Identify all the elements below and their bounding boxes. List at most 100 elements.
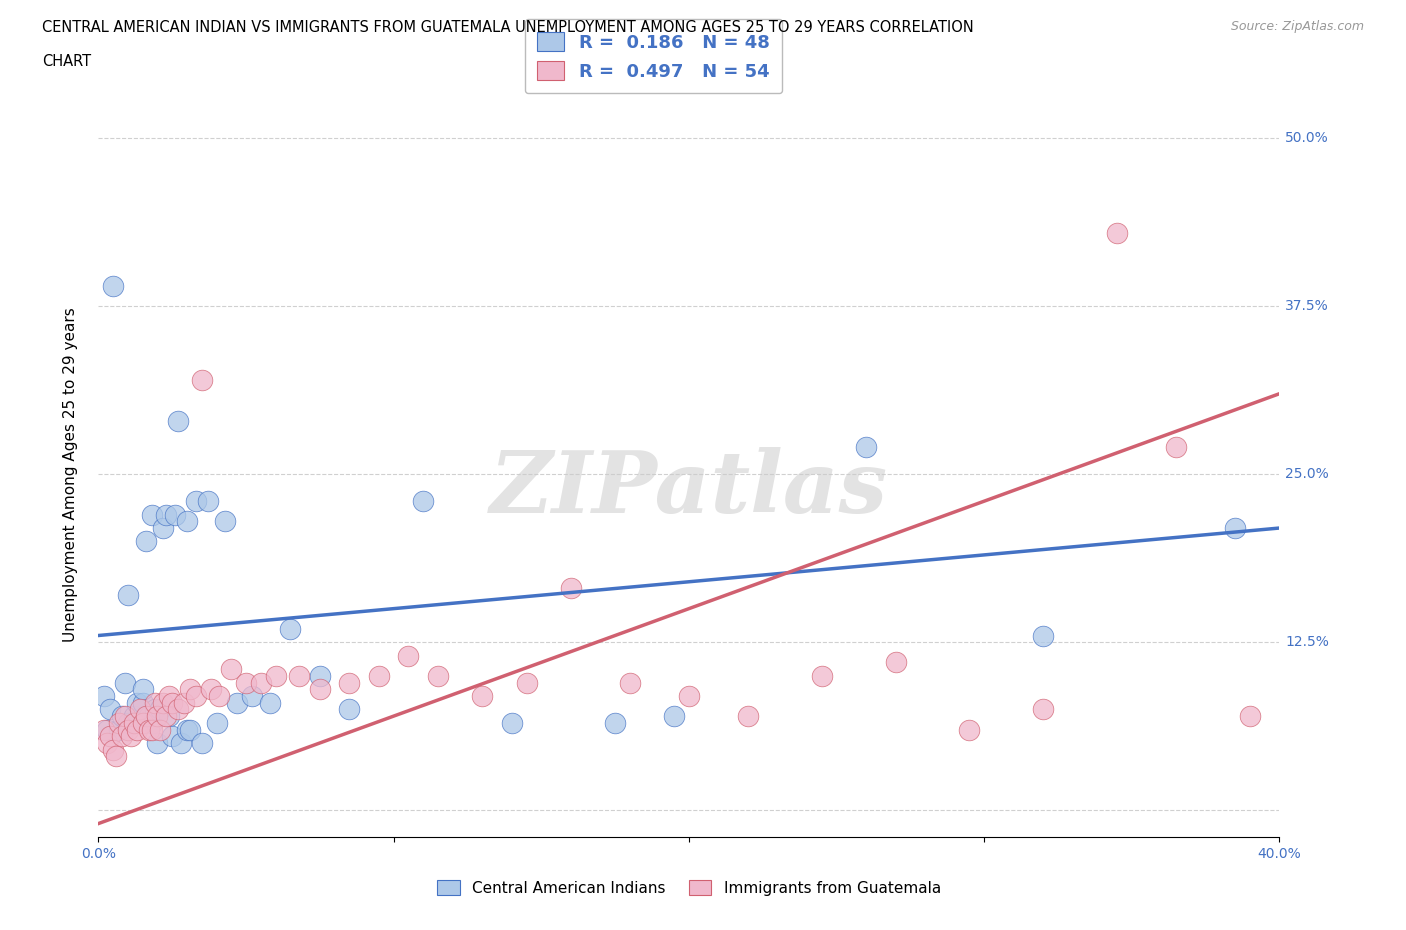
Point xyxy=(605,715,627,730)
Point xyxy=(191,373,214,388)
Point xyxy=(678,688,700,703)
Point xyxy=(619,675,641,690)
Point xyxy=(141,507,163,522)
Point xyxy=(96,722,118,737)
Point xyxy=(132,696,155,711)
Point xyxy=(959,722,981,737)
Point xyxy=(135,709,157,724)
Point xyxy=(664,709,686,724)
Point xyxy=(737,709,759,724)
Point xyxy=(337,702,360,717)
Point xyxy=(412,494,434,509)
Text: CHART: CHART xyxy=(42,54,91,69)
Point xyxy=(235,675,257,690)
Point xyxy=(226,696,249,711)
Point xyxy=(184,688,207,703)
Point xyxy=(197,494,219,509)
Point xyxy=(173,696,195,711)
Point xyxy=(179,682,201,697)
Point xyxy=(884,655,907,670)
Point xyxy=(149,722,172,737)
Point xyxy=(125,722,148,737)
Point xyxy=(132,682,155,697)
Point xyxy=(264,669,287,684)
Point xyxy=(167,413,190,428)
Point xyxy=(170,736,193,751)
Point xyxy=(337,675,360,690)
Point xyxy=(143,696,166,711)
Point xyxy=(132,715,155,730)
Point xyxy=(105,749,128,764)
Text: 25.0%: 25.0% xyxy=(1285,467,1329,482)
Point xyxy=(179,722,201,737)
Point xyxy=(240,688,263,703)
Text: 37.5%: 37.5% xyxy=(1285,299,1329,313)
Point xyxy=(108,722,131,737)
Point xyxy=(515,675,537,690)
Point xyxy=(103,742,125,757)
Point xyxy=(152,521,174,536)
Point xyxy=(157,688,180,703)
Point xyxy=(309,669,332,684)
Point xyxy=(501,715,523,730)
Point xyxy=(117,722,139,737)
Point xyxy=(1164,440,1187,455)
Point xyxy=(162,696,183,711)
Point xyxy=(855,440,877,455)
Point xyxy=(1032,628,1054,643)
Point xyxy=(120,729,142,744)
Point xyxy=(278,621,302,636)
Point xyxy=(141,715,163,730)
Point xyxy=(219,661,242,676)
Point xyxy=(141,722,163,737)
Point xyxy=(162,729,183,744)
Point xyxy=(138,709,160,724)
Point xyxy=(1032,702,1054,717)
Point xyxy=(184,494,207,509)
Point xyxy=(250,675,273,690)
Point xyxy=(214,514,236,529)
Point xyxy=(288,669,311,684)
Point xyxy=(205,715,228,730)
Point xyxy=(114,709,136,724)
Text: 12.5%: 12.5% xyxy=(1285,635,1329,649)
Y-axis label: Unemployment Among Ages 25 to 29 years: Unemployment Among Ages 25 to 29 years xyxy=(63,307,77,642)
Point xyxy=(114,675,136,690)
Point xyxy=(208,688,231,703)
Point xyxy=(122,715,145,730)
Point xyxy=(309,682,332,697)
Point xyxy=(396,648,419,663)
Point xyxy=(128,702,150,717)
Point xyxy=(176,514,198,529)
Point xyxy=(111,709,134,724)
Point xyxy=(96,736,118,751)
Legend: Central American Indians, Immigrants from Guatemala: Central American Indians, Immigrants fro… xyxy=(430,873,948,902)
Point xyxy=(155,507,177,522)
Point xyxy=(1239,709,1261,724)
Point xyxy=(200,682,222,697)
Point xyxy=(146,736,169,751)
Point xyxy=(427,669,450,684)
Point xyxy=(152,696,174,711)
Point xyxy=(122,709,145,724)
Point xyxy=(810,669,832,684)
Point xyxy=(1223,521,1246,536)
Text: CENTRAL AMERICAN INDIAN VS IMMIGRANTS FROM GUATEMALA UNEMPLOYMENT AMONG AGES 25 : CENTRAL AMERICAN INDIAN VS IMMIGRANTS FR… xyxy=(42,20,974,35)
Point xyxy=(146,709,169,724)
Point xyxy=(259,696,281,711)
Point xyxy=(108,715,131,730)
Point xyxy=(98,702,121,717)
Point xyxy=(191,736,214,751)
Point xyxy=(176,722,198,737)
Point xyxy=(117,715,139,730)
Point xyxy=(103,279,125,294)
Point xyxy=(1105,225,1128,240)
Point xyxy=(93,688,115,703)
Point xyxy=(157,709,180,724)
Point xyxy=(111,729,134,744)
Point xyxy=(135,534,157,549)
Point xyxy=(143,702,166,717)
Text: ZIPatlas: ZIPatlas xyxy=(489,447,889,530)
Point xyxy=(165,507,187,522)
Point xyxy=(560,581,582,596)
